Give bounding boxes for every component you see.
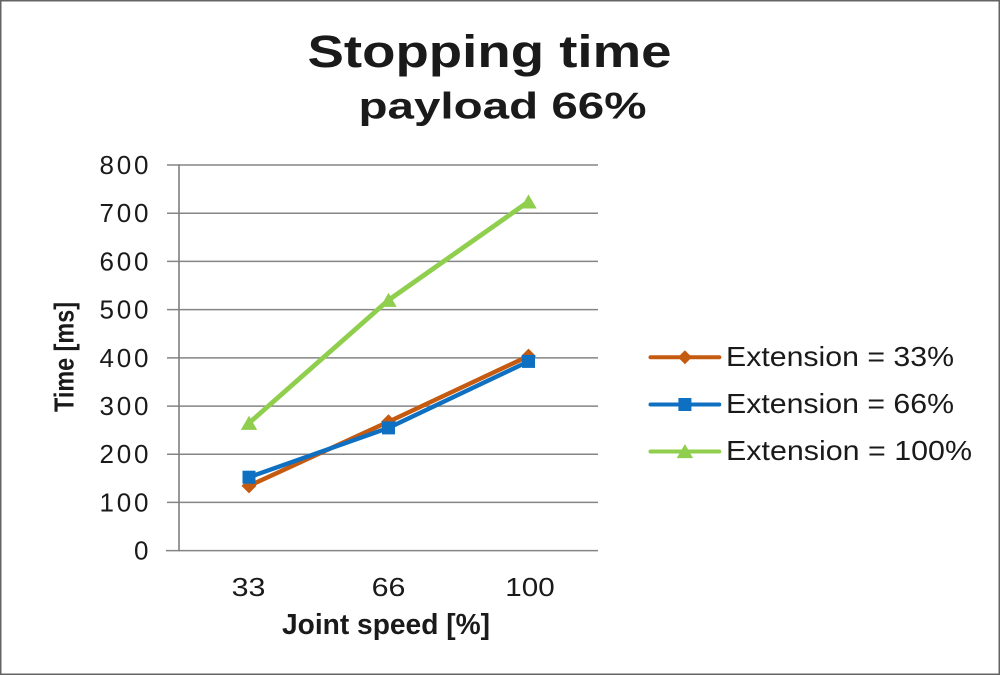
svg-text:Joint speed [%]: Joint speed [%] [282, 609, 490, 641]
svg-text:600: 600 [100, 246, 149, 276]
svg-text:Extension = 66%: Extension = 66% [726, 388, 954, 419]
svg-text:700: 700 [100, 198, 149, 228]
svg-text:66: 66 [372, 572, 406, 601]
svg-text:800: 800 [100, 150, 149, 180]
svg-text:33: 33 [232, 572, 266, 601]
svg-text:Extension = 100%: Extension = 100% [726, 435, 972, 466]
svg-text:200: 200 [100, 439, 149, 469]
svg-text:400: 400 [100, 343, 149, 373]
svg-text:100: 100 [505, 573, 554, 602]
svg-text:0: 0 [134, 536, 148, 566]
svg-text:100: 100 [100, 487, 149, 517]
svg-text:payload 66%: payload 66% [359, 86, 647, 127]
svg-text:300: 300 [100, 391, 149, 421]
svg-text:500: 500 [100, 295, 149, 325]
svg-text:Stopping time: Stopping time [308, 26, 672, 77]
svg-text:Extension = 33%: Extension = 33% [726, 341, 954, 372]
svg-text:Time [ms]: Time [ms] [49, 302, 80, 412]
